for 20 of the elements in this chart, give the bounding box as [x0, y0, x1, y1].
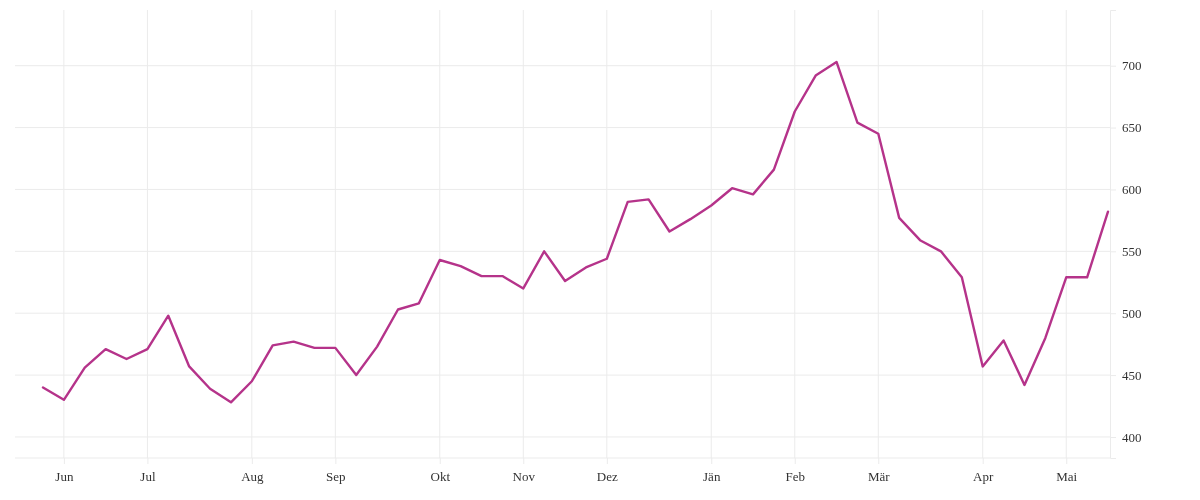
x-tick-label: Apr	[973, 469, 994, 485]
x-tick-label: Dez	[596, 469, 619, 485]
x-tick-label: Jun	[55, 469, 74, 485]
y-tick-label: 500	[1122, 305, 1142, 321]
x-tick-label: Sep	[326, 469, 346, 485]
y-tick-label: 600	[1122, 182, 1142, 198]
y-tick-label: 700	[1122, 58, 1142, 74]
x-tick-label: Jul	[140, 469, 156, 485]
x-tick-label: Okt	[430, 469, 451, 485]
line-series	[41, 60, 1110, 404]
x-tick-label: Jän	[703, 469, 721, 485]
y-tick-label: 650	[1122, 120, 1142, 136]
y-tick-label: 550	[1122, 243, 1142, 259]
y-tick-label: 400	[1122, 429, 1142, 445]
x-tick-label: Aug	[241, 469, 265, 485]
x-tick-label: Mär	[867, 469, 891, 485]
y-tick-label: 450	[1122, 367, 1142, 383]
x-tick-label: Nov	[512, 469, 536, 485]
x-tick-label: Feb	[785, 469, 806, 485]
x-tick-label: Mai	[1056, 469, 1078, 485]
